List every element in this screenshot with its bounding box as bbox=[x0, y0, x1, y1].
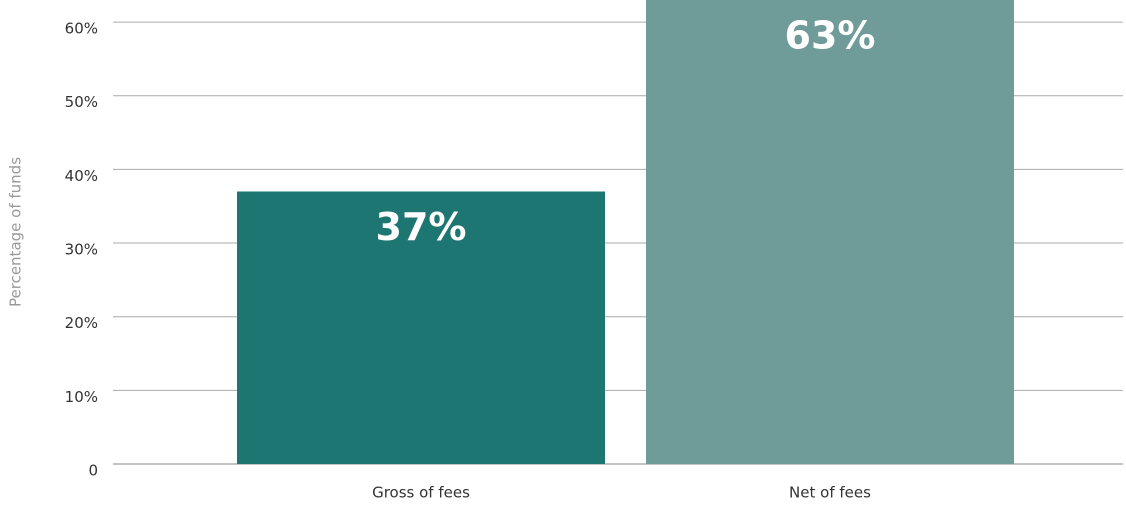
y-axis-label: Percentage of funds bbox=[7, 157, 25, 307]
value-label: 63% bbox=[785, 14, 876, 58]
y-tick-label: 50% bbox=[65, 93, 98, 111]
y-tick-label: 30% bbox=[65, 241, 98, 259]
value-label: 37% bbox=[376, 205, 467, 249]
y-tick-label: 60% bbox=[65, 20, 98, 38]
bar bbox=[646, 0, 1014, 464]
y-tick-label: 40% bbox=[65, 167, 98, 185]
y-tick-label: 0 bbox=[88, 462, 98, 480]
bar bbox=[237, 191, 605, 464]
y-tick-label: 10% bbox=[65, 388, 98, 406]
x-tick-label: Net of fees bbox=[789, 484, 871, 502]
x-tick-label: Gross of fees bbox=[372, 484, 470, 502]
y-tick-label: 20% bbox=[65, 314, 98, 332]
